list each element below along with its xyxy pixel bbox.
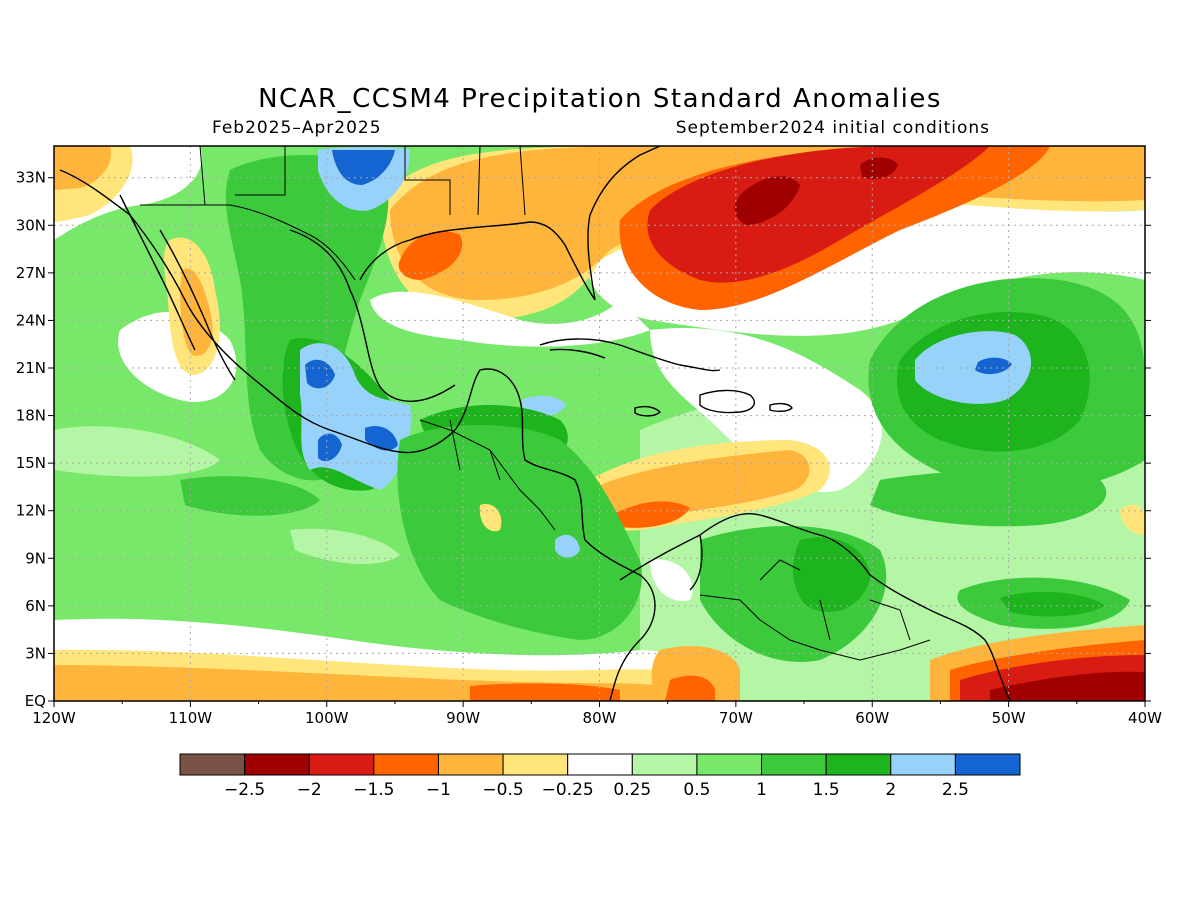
gridlines <box>54 146 1145 701</box>
colorbar-swatch <box>567 753 633 776</box>
field-blue-texas <box>332 150 395 185</box>
colorbar-label: −0.5 <box>482 780 523 800</box>
coastline-us-gulf <box>59 169 656 701</box>
map-title: NCAR_CCSM4 Precipitation Standard Anomal… <box>258 84 942 114</box>
colorbar-swatch <box>179 753 246 776</box>
lon-tick-label: 40W <box>1128 709 1162 727</box>
border-south-america <box>699 559 931 661</box>
lon-tick-label: 70W <box>719 709 753 727</box>
field-blue-atlantic <box>975 357 1012 375</box>
colorbar-swatch <box>308 753 375 776</box>
lon-tick-label: 120W <box>32 709 76 727</box>
field-midgreen-mexico <box>225 155 389 481</box>
field-lightgreen-pacific <box>54 426 220 477</box>
field-red-atlantic <box>647 146 990 283</box>
field-blue-mexico-3 <box>365 425 398 451</box>
colorbar-label: −0.25 <box>542 780 594 800</box>
field-darkorange-caribbean <box>612 501 690 528</box>
lat-tick-label: 6N <box>25 597 46 615</box>
field-white-mexico-east <box>370 291 650 347</box>
colorbar-label: 1.5 <box>813 780 840 800</box>
coastline-hispaniola <box>699 389 755 414</box>
colorbar-swatch <box>696 753 763 776</box>
field-green-east-12n <box>870 470 1107 527</box>
field-darkgreen-east-6n <box>1000 591 1105 617</box>
lat-tick-label: 30N <box>16 216 46 234</box>
border-us-states <box>199 146 526 216</box>
colorbar-swatch <box>631 753 698 776</box>
field-darkred-atlantic <box>734 176 800 225</box>
lat-tick-label: 15N <box>16 454 46 472</box>
field-blue-mexico-2 <box>318 433 342 462</box>
anomaly-fields <box>54 146 1145 701</box>
colorbar: −2.5 −2 −1.5 −1 −0.5 −0.25 0.25 0.5 1 1.5 2 2.5 <box>179 753 1021 800</box>
lon-tick-label: 60W <box>855 709 889 727</box>
forecast-period: Feb2025–Apr2025 <box>212 118 382 138</box>
colorbar-swatch <box>890 753 956 776</box>
field-darkgreen-s-america <box>793 537 870 612</box>
lon-tick-label: 50W <box>992 709 1026 727</box>
lat-tick-label: 9N <box>25 549 46 567</box>
coastline-baja <box>119 194 236 381</box>
colorbar-swatch <box>761 753 827 776</box>
field-darkred-atlantic-2 <box>860 157 898 180</box>
lon-tick-label: 90W <box>446 709 480 727</box>
lon-tick-label: 100W <box>305 709 349 727</box>
colorbar-swatch <box>244 753 310 776</box>
lat-tick-label: 33N <box>16 169 46 187</box>
colorbar-swatch <box>954 753 1021 776</box>
colorbar-swatch <box>502 753 569 776</box>
field-darkred-ne-brazil <box>990 671 1145 701</box>
coastline-south-america <box>619 513 1011 701</box>
colorbar-swatch <box>437 753 504 776</box>
field-orange-nw <box>54 146 111 190</box>
lat-tick-label: 27N <box>16 264 46 282</box>
field-white-amazon <box>650 559 693 601</box>
lat-tick-label: EQ <box>25 692 46 710</box>
colorbar-swatch <box>373 753 439 776</box>
colorbar-label: −1.5 <box>353 780 394 800</box>
field-lightgreen-pacific-2 <box>290 528 400 565</box>
lat-tick-label: 21N <box>16 359 46 377</box>
longitude-axis: 120W 110W 100W 90W 80W 70W 60W 50W 40W <box>32 701 1162 727</box>
colorbar-label: 2.5 <box>942 780 969 800</box>
colorbar-label: 1 <box>756 780 767 800</box>
lon-tick-label: 80W <box>583 709 617 727</box>
latitude-axis: EQ 3N 6N 9N 12N 15N 18N 21N 24N 27N 30N 33N <box>16 169 1151 710</box>
field-blue-mexico-1 <box>305 359 335 389</box>
field-midgreen-pacific <box>180 476 320 516</box>
coastline-puerto-rico <box>769 402 793 413</box>
colorbar-label: −1 <box>426 780 451 800</box>
coastlines <box>59 146 1011 701</box>
lat-tick-label: 3N <box>25 644 46 662</box>
lat-tick-label: 24N <box>16 311 46 329</box>
coastline-us-east <box>587 146 661 301</box>
field-darkorange-gulf <box>398 231 463 280</box>
colorbar-label: −2.5 <box>224 780 265 800</box>
colorbar-label: −2 <box>297 780 322 800</box>
colorbar-label: 2 <box>885 780 896 800</box>
political-borders <box>140 146 931 661</box>
field-darkorange-south <box>470 683 620 701</box>
coastline-gulf-coast <box>289 221 596 402</box>
lat-tick-label: 12N <box>16 502 46 520</box>
colorbar-swatch <box>825 753 892 776</box>
field-yellow-pacific <box>479 504 502 532</box>
field-lightblue-panama <box>555 534 580 558</box>
lat-tick-label: 18N <box>16 407 46 425</box>
border-central-america <box>419 419 556 531</box>
field-darkorange-brazil <box>665 675 715 701</box>
initial-conditions: September2024 initial conditions <box>675 118 990 138</box>
field-white-band-east <box>650 328 882 492</box>
field-yellow-east-12n <box>1120 504 1145 535</box>
colorbar-label: 0.5 <box>683 780 710 800</box>
coastline-cuba <box>539 338 721 372</box>
coastline-jamaica <box>634 405 661 417</box>
lon-tick-label: 110W <box>169 709 213 727</box>
colorbar-label: 0.25 <box>613 780 651 800</box>
field-midgreen-central <box>397 425 642 640</box>
border-us-mexico <box>140 204 356 281</box>
